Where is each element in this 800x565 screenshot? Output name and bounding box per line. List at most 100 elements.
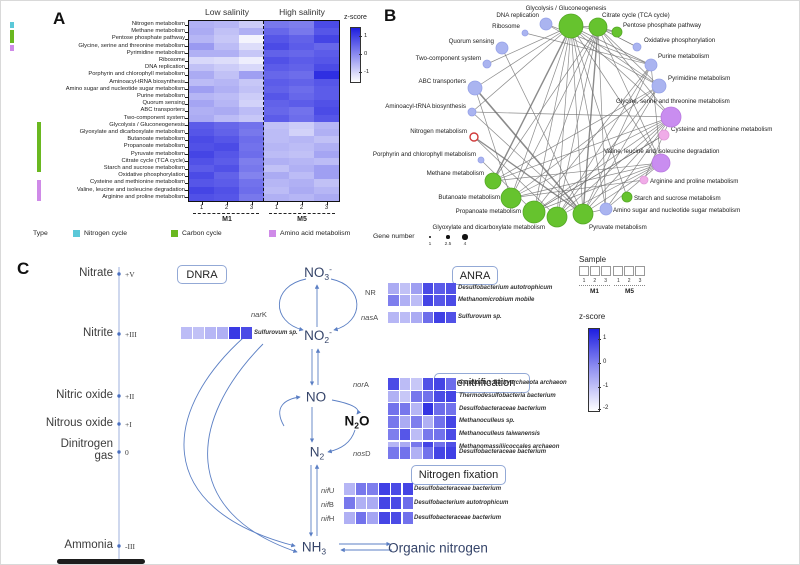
axis-tick: [185, 67, 189, 69]
gene-heatmap-cell: [434, 447, 445, 459]
chemical-nitrate-ion: NO3-: [304, 264, 332, 282]
heatmap-cell: [214, 71, 239, 80]
heatmap-cell: [189, 35, 214, 44]
gene-heatmap-cell: [434, 416, 445, 428]
heatmap-cell: [289, 121, 314, 130]
type-legend-label: Amino acid metabolism: [280, 230, 351, 237]
axis-species-label: Ammonia: [64, 538, 113, 551]
gene-heatmap-cell: [390, 512, 402, 524]
network-node: [522, 200, 546, 224]
network-edge: [533, 26, 599, 213]
sample-legend-tick: 3: [604, 278, 607, 284]
network-node-label: Two-component system: [416, 55, 481, 62]
heatmap-cell: [264, 78, 289, 87]
heatmap-cell: [264, 179, 289, 188]
heatmap-cell: [239, 179, 264, 188]
gene-heatmap-cell: [411, 283, 422, 294]
gene-heatmap-cell: [422, 390, 433, 403]
heatmap-row-label: Glyoxylate and dicarboxylate metabolism: [79, 129, 185, 135]
sample-legend-cell: [635, 266, 645, 276]
oxidation-state: +V: [125, 269, 135, 279]
network-node: [599, 202, 613, 216]
heatmap-cell: [264, 157, 289, 166]
heatmap-row-label: Citrate cycle (TCA cycle): [121, 157, 185, 164]
type-legend-title: Type: [33, 230, 48, 237]
network-node: [658, 129, 670, 141]
gene-label: nifU: [321, 486, 335, 495]
heatmap-cell: [289, 136, 314, 144]
network-node: [546, 206, 568, 228]
heatmap-cell: [239, 121, 264, 130]
gene-heatmap-cell: [434, 312, 445, 323]
heatmap-cell: [264, 42, 289, 51]
gene-heatmap-cell: [422, 447, 433, 459]
gene-heatmap-cell: [445, 428, 456, 441]
heatmap-cell: [314, 129, 339, 137]
axis-tick: [185, 147, 189, 148]
heatmap-cell: [264, 28, 289, 36]
network-edge: [510, 162, 662, 199]
network-edge: [556, 26, 599, 218]
heatmap-cell: [314, 71, 339, 80]
heatmap-cell: [214, 186, 239, 195]
network-edge: [582, 85, 660, 215]
chemical-organic-nitrogen: Organic nitrogen: [388, 540, 488, 556]
network-edge: [570, 25, 652, 66]
heatmap-cell: [289, 93, 314, 101]
heatmap-cell: [189, 121, 214, 130]
heatmap-row-label: Starch and sucrose metabolism: [103, 165, 185, 171]
network-node-label: Butanoate metabolism: [438, 194, 500, 201]
redox-axis-dot: [117, 272, 121, 276]
heatmap-cell: [214, 100, 239, 108]
sample-legend-cell: [579, 266, 589, 276]
sample-legend-cell: [613, 266, 624, 276]
gene-heatmap-cell: [402, 483, 414, 495]
heatmap-cell: [214, 21, 239, 29]
gene-heatmap-cell: [445, 312, 456, 323]
heatmap-cell: [289, 28, 314, 36]
heatmap-cell: [314, 193, 339, 202]
redox-axis-dot: [117, 422, 121, 426]
heatmap-cell: [289, 157, 314, 166]
heatmap-cell: [314, 57, 339, 65]
column-tick-label: 3: [324, 205, 329, 211]
network-edge: [471, 111, 584, 215]
sample-legend-tick: 1: [617, 278, 620, 284]
heatmap-row-label: Amino sugar and nucleotide sugar metabol…: [65, 85, 185, 92]
gene-heatmap-cell: [434, 428, 445, 441]
heatmap-cell: [189, 71, 214, 80]
heatmap-cell: [264, 165, 289, 173]
oxidation-state: 0: [125, 447, 129, 457]
network-node-label: Pyruvate metabolism: [589, 224, 647, 231]
network-node-label: Ribosome: [492, 23, 520, 30]
gene-heatmap-cell: [399, 403, 410, 416]
type-legend-label: Carbon cycle: [182, 230, 222, 237]
arrow-into-no: [279, 395, 301, 427]
network-node: [495, 41, 509, 55]
pathway-type-bar: [37, 180, 41, 201]
column-tick-label: 2: [299, 205, 304, 211]
heatmap-cell: [214, 193, 239, 202]
heatmap-cell: [314, 28, 339, 36]
network-node: [558, 13, 584, 39]
network-edge: [533, 134, 665, 213]
gene-label: narK: [251, 310, 267, 319]
gene-label: norA: [353, 380, 369, 389]
sample-legend-tick: 2: [627, 278, 631, 284]
species-label: Desulfobacterium autotrophicum: [458, 285, 553, 291]
gene-heatmap-cell: [205, 327, 216, 339]
sample-legend-cell: [600, 266, 611, 276]
sample-legend-tick: 1: [582, 278, 586, 284]
gene-heatmap-cell: [388, 283, 399, 294]
heatmap-cell: [189, 21, 214, 29]
heatmap-row-label: Arginine and proline metabolism: [102, 193, 185, 200]
gene-label: nifH: [321, 514, 335, 523]
heatmap-cell: [289, 78, 314, 87]
heatmap-cell: [239, 71, 264, 80]
gene-heatmap-cell: [367, 512, 379, 524]
heatmap-cell: [189, 57, 214, 65]
heatmap-cell: [264, 150, 289, 159]
network-edge: [510, 25, 572, 199]
axis-tick: [185, 31, 189, 33]
heatmap-cell: [239, 193, 264, 202]
